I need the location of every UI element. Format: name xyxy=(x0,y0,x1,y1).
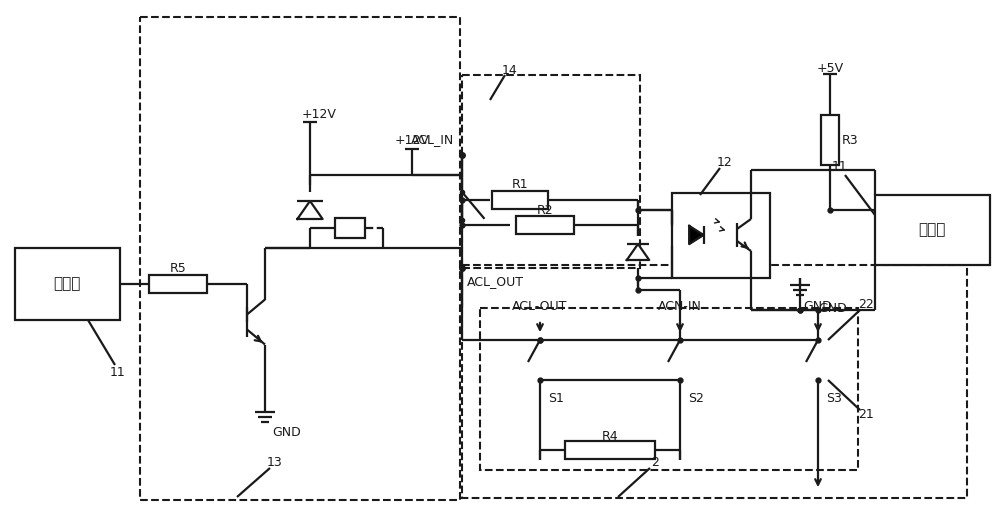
Bar xyxy=(821,115,839,165)
Bar xyxy=(149,275,207,293)
Bar xyxy=(565,441,655,459)
Text: 11: 11 xyxy=(832,160,848,174)
Bar xyxy=(15,248,120,320)
Bar xyxy=(140,17,460,500)
Text: S2: S2 xyxy=(688,391,704,404)
Text: S3: S3 xyxy=(826,391,842,404)
Text: R5: R5 xyxy=(170,261,186,275)
Text: GND: GND xyxy=(818,301,847,315)
Text: +12V: +12V xyxy=(395,134,429,147)
Polygon shape xyxy=(627,244,649,260)
Bar xyxy=(480,308,858,470)
Bar xyxy=(875,195,990,265)
Bar xyxy=(672,193,770,278)
Text: 控制器: 控制器 xyxy=(53,277,81,291)
Text: 14: 14 xyxy=(502,64,518,76)
Polygon shape xyxy=(297,201,323,219)
Text: 13: 13 xyxy=(267,456,283,469)
Text: R4: R4 xyxy=(602,430,618,442)
Text: +12V: +12V xyxy=(302,108,337,122)
Text: 12: 12 xyxy=(717,156,733,168)
Bar xyxy=(516,216,574,234)
Bar xyxy=(492,191,548,209)
Text: 22: 22 xyxy=(858,298,874,311)
Bar xyxy=(462,75,640,268)
Bar xyxy=(462,265,967,498)
Text: R2: R2 xyxy=(537,204,553,217)
Text: 21: 21 xyxy=(858,409,874,421)
Text: R1: R1 xyxy=(512,178,528,191)
Text: 2: 2 xyxy=(651,456,659,469)
Text: ACN-IN: ACN-IN xyxy=(658,299,702,312)
Text: +5V: +5V xyxy=(816,62,844,75)
Bar xyxy=(335,218,365,238)
Text: 11: 11 xyxy=(110,366,126,379)
Text: 控制器: 控制器 xyxy=(918,222,946,238)
Text: ACL_IN: ACL_IN xyxy=(411,134,454,147)
Text: ACL-OUT: ACL-OUT xyxy=(512,299,568,312)
Polygon shape xyxy=(689,226,704,244)
Text: R3: R3 xyxy=(842,134,858,147)
Text: GND: GND xyxy=(273,426,301,439)
Text: ACL_OUT: ACL_OUT xyxy=(467,276,524,288)
Text: S1: S1 xyxy=(548,391,564,404)
Text: GND: GND xyxy=(804,299,832,312)
